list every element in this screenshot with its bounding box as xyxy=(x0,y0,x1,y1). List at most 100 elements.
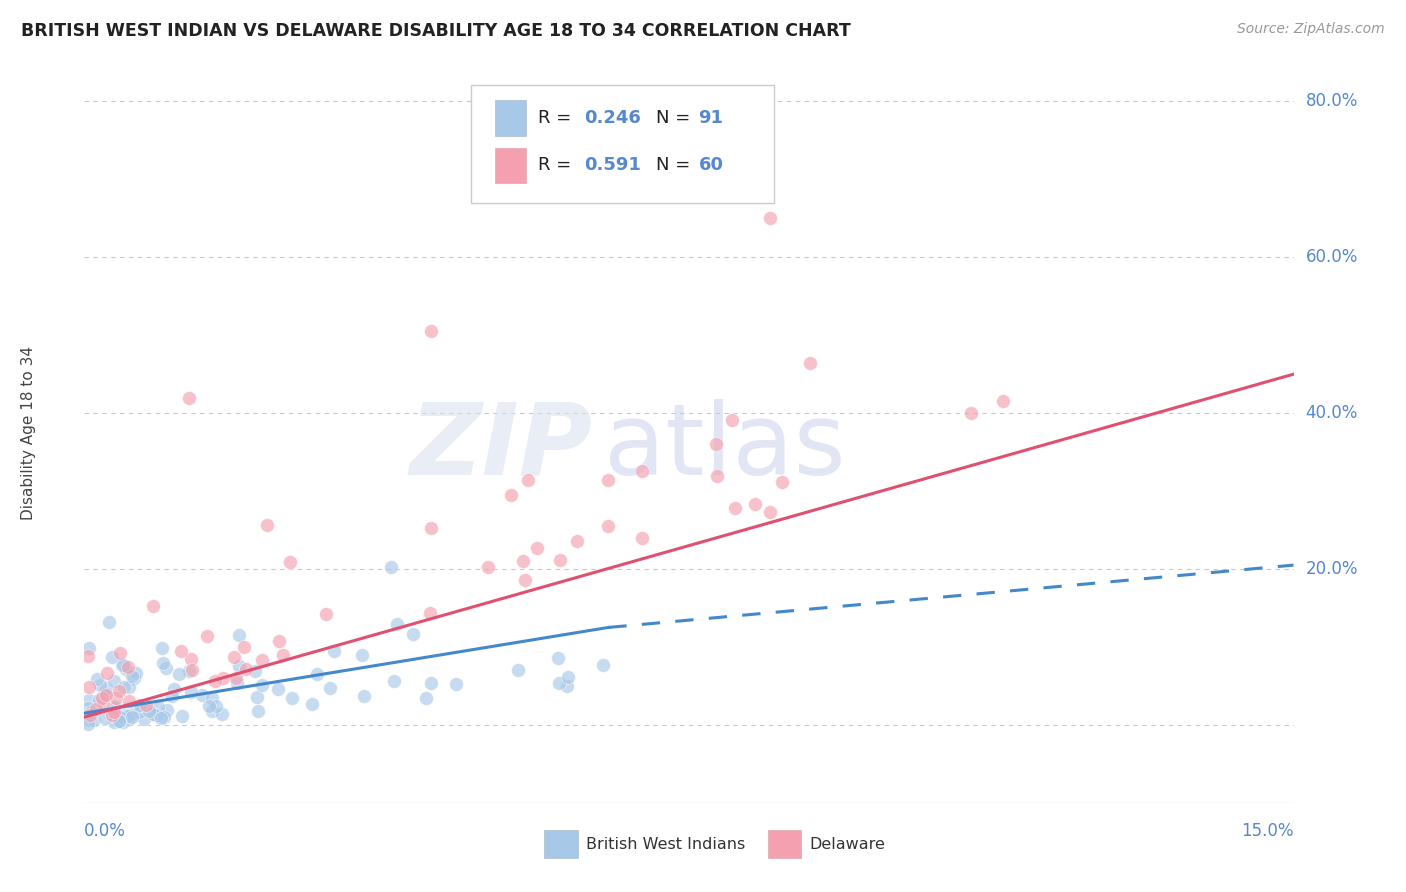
Point xyxy=(112,714,135,729)
Text: 80.0%: 80.0% xyxy=(1306,93,1358,111)
Text: N =: N = xyxy=(657,156,696,175)
Point xyxy=(77,717,100,731)
Point xyxy=(83,714,105,728)
Point xyxy=(352,648,374,662)
Point xyxy=(79,641,101,656)
Point xyxy=(592,657,614,672)
Point xyxy=(89,693,111,707)
Point xyxy=(77,700,100,714)
Point xyxy=(94,711,117,725)
Point xyxy=(118,680,141,694)
Point xyxy=(180,651,202,665)
Point xyxy=(195,629,218,643)
Point xyxy=(108,714,131,728)
Point xyxy=(101,650,124,665)
Point xyxy=(96,681,118,695)
Point xyxy=(204,674,226,689)
Point xyxy=(991,394,1014,409)
Point xyxy=(267,681,290,696)
Point xyxy=(721,412,744,426)
Point xyxy=(167,667,190,681)
Point xyxy=(122,671,145,685)
Point xyxy=(631,464,654,478)
FancyBboxPatch shape xyxy=(544,830,578,858)
Text: 40.0%: 40.0% xyxy=(1306,404,1358,422)
Point xyxy=(117,659,139,673)
Point xyxy=(108,714,131,728)
Point xyxy=(153,710,176,724)
Point xyxy=(444,677,467,691)
Point xyxy=(79,705,101,719)
Point xyxy=(319,681,342,696)
Text: R =: R = xyxy=(538,156,582,175)
Text: 0.591: 0.591 xyxy=(583,156,641,175)
Point xyxy=(163,681,186,696)
Point xyxy=(267,633,290,648)
Point xyxy=(228,628,250,642)
Point xyxy=(198,699,221,714)
Point xyxy=(118,694,141,708)
Point xyxy=(323,643,346,657)
Text: 20.0%: 20.0% xyxy=(1306,560,1358,578)
Point xyxy=(108,646,131,660)
Point xyxy=(420,324,443,338)
Text: R =: R = xyxy=(538,109,576,127)
Point xyxy=(235,662,257,676)
Point xyxy=(246,704,269,718)
Point xyxy=(226,676,249,690)
Point xyxy=(93,687,115,701)
Point xyxy=(758,505,780,519)
Point xyxy=(86,672,108,686)
Point xyxy=(516,474,538,488)
Point xyxy=(281,690,304,705)
Point xyxy=(135,698,157,713)
Point xyxy=(256,518,278,533)
Point xyxy=(84,702,107,716)
Point xyxy=(232,640,254,654)
Text: 60.0%: 60.0% xyxy=(1306,248,1358,267)
Point xyxy=(104,700,127,714)
Point xyxy=(547,650,569,665)
Point xyxy=(101,708,124,723)
Point xyxy=(108,684,131,698)
Point xyxy=(179,391,201,405)
Point xyxy=(704,437,727,451)
Point xyxy=(555,679,578,693)
Point xyxy=(246,690,269,704)
Point xyxy=(77,648,100,663)
Point xyxy=(382,673,405,688)
Point xyxy=(97,615,120,630)
FancyBboxPatch shape xyxy=(768,830,801,858)
Point xyxy=(77,681,100,695)
Point xyxy=(132,712,155,726)
Text: BRITISH WEST INDIAN VS DELAWARE DISABILITY AGE 18 TO 34 CORRELATION CHART: BRITISH WEST INDIAN VS DELAWARE DISABILI… xyxy=(21,22,851,40)
Point xyxy=(224,650,246,665)
Point xyxy=(201,704,224,718)
Point xyxy=(307,667,329,681)
Point xyxy=(228,659,250,673)
Point xyxy=(112,657,135,672)
Point xyxy=(271,648,294,662)
Point xyxy=(180,685,202,699)
Point xyxy=(112,680,135,694)
FancyBboxPatch shape xyxy=(471,85,773,203)
Point xyxy=(90,691,112,706)
Point xyxy=(799,355,821,369)
Point xyxy=(724,501,747,516)
Point xyxy=(124,665,146,680)
Point xyxy=(138,704,160,718)
Text: 0.0%: 0.0% xyxy=(84,822,127,840)
Text: 0.246: 0.246 xyxy=(583,109,641,127)
Point xyxy=(96,665,118,680)
Point xyxy=(548,675,571,690)
Point xyxy=(114,707,136,722)
Text: British West Indians: British West Indians xyxy=(586,837,745,852)
Point xyxy=(121,710,143,724)
Point xyxy=(103,705,125,719)
Point xyxy=(245,665,267,679)
Point xyxy=(181,663,204,677)
Point xyxy=(170,644,193,658)
Point xyxy=(104,691,127,706)
Point xyxy=(170,709,193,723)
Point xyxy=(506,664,529,678)
